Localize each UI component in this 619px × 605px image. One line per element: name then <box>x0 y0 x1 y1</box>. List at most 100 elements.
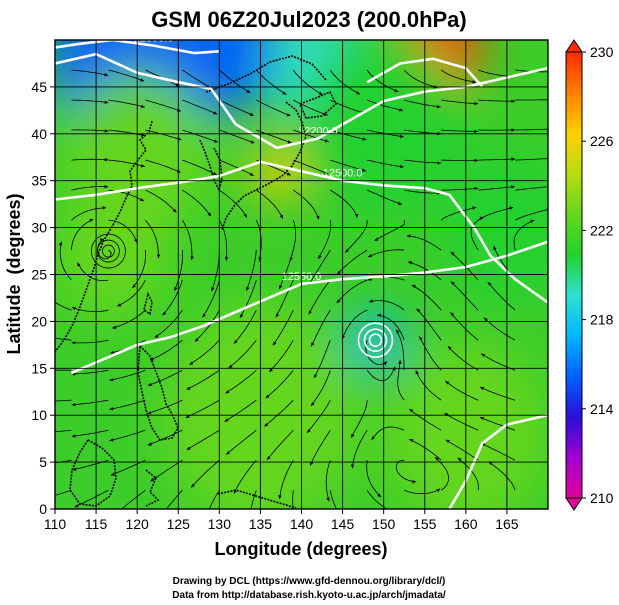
streamline-arrowhead <box>415 370 419 375</box>
streamline <box>71 339 109 344</box>
streamline-arrowhead <box>530 219 535 223</box>
cyclone-ring <box>368 333 383 347</box>
streamline-arrowhead <box>112 325 117 330</box>
streamline-arrowhead <box>189 361 194 365</box>
streamline-arrowhead <box>548 70 552 73</box>
y-tick-label: 0 <box>39 501 47 517</box>
streamline <box>71 306 109 313</box>
streamline <box>219 189 248 218</box>
streamline <box>108 129 146 137</box>
streamline <box>411 284 442 311</box>
streamline <box>293 159 329 175</box>
streamline <box>71 399 109 406</box>
streamline-arrowhead <box>35 463 39 466</box>
streamline-arrowhead <box>306 429 311 433</box>
streamline <box>108 159 146 168</box>
streamline <box>266 429 294 461</box>
streamline <box>149 339 183 361</box>
streamline <box>479 386 516 401</box>
streamline <box>145 159 181 173</box>
y-tick-label: 35 <box>31 173 47 189</box>
streamline-arrowhead <box>474 158 479 163</box>
streamline-arrowhead <box>316 215 320 220</box>
streamline-arrowhead <box>337 270 341 275</box>
streamline-arrowhead <box>278 495 282 500</box>
streamline-arrowhead <box>398 360 402 364</box>
height-contour <box>448 413 548 509</box>
streamline-arrowhead <box>35 333 39 336</box>
coast-russia <box>205 55 327 93</box>
streamline-arrowhead <box>350 464 355 469</box>
streamline <box>228 339 257 369</box>
streamline-arrowhead <box>246 286 250 291</box>
streamline-arrowhead <box>71 402 76 407</box>
streamline-arrowhead <box>104 100 109 104</box>
streamline-arrowhead <box>58 241 62 246</box>
streamline <box>186 369 220 390</box>
streamline-arrowhead <box>35 431 39 434</box>
streamline-arrowhead <box>362 168 366 172</box>
streamline-arrowhead <box>225 389 230 394</box>
streamline-arrowhead <box>115 511 119 515</box>
streamline-arrowhead <box>474 129 479 134</box>
chart-title: GSM 06Z20Jul2023 (200.0hPa) <box>151 7 467 32</box>
streamline <box>55 301 72 311</box>
streamline <box>344 220 368 253</box>
streamline-arrowhead <box>212 171 217 176</box>
streamline-arrowhead <box>150 477 155 482</box>
x-tick-label: 120 <box>125 516 149 532</box>
colorbar-bottom-cap <box>565 497 583 511</box>
streamline-arrowhead <box>158 518 162 522</box>
colorbar-fill <box>565 51 583 499</box>
streamline <box>55 489 72 496</box>
streamline <box>336 279 368 304</box>
anticyclone-ring <box>97 239 120 263</box>
streamline <box>515 158 548 161</box>
coast-japan <box>221 101 307 231</box>
streamline-arrowhead <box>202 524 205 528</box>
streamline-arrowhead <box>310 402 315 406</box>
streamline-arrowhead <box>186 386 191 390</box>
streamline <box>71 186 109 191</box>
streamline-arrowhead <box>450 251 455 256</box>
y-tick-label: 45 <box>31 79 47 95</box>
streamline <box>329 69 361 95</box>
streamline-arrowhead <box>249 172 254 176</box>
streamline-arrowhead <box>207 212 211 217</box>
streamline-arrowhead <box>450 281 455 286</box>
streamline-arrowhead <box>445 381 450 385</box>
streamline <box>256 129 292 144</box>
streamline-arrowhead <box>279 214 284 219</box>
streamline-arrowhead <box>406 234 411 238</box>
streamline-arrowhead <box>275 313 280 318</box>
streamline-arrowhead <box>162 311 167 316</box>
streamline-arrowhead <box>109 377 114 382</box>
streamline-arrowhead <box>399 108 404 112</box>
y-tick-label: 40 <box>31 126 47 142</box>
streamline-arrowhead <box>395 329 400 334</box>
y-tick-label: 15 <box>31 360 47 376</box>
streamline-arrowhead <box>447 346 452 350</box>
streamline-arrowhead <box>479 416 484 421</box>
streamline <box>147 369 183 386</box>
streamline <box>366 460 382 498</box>
streamline <box>71 129 109 132</box>
streamline-arrowhead <box>233 339 238 344</box>
streamline <box>403 69 438 89</box>
streamline <box>415 370 442 401</box>
streamline <box>55 459 72 464</box>
streamline <box>293 189 320 220</box>
streamline-arrowhead <box>324 139 329 143</box>
streamline-arrowhead <box>265 394 270 399</box>
streamline-arrowhead <box>132 284 137 288</box>
streamline <box>256 99 291 117</box>
streamline <box>233 459 257 494</box>
streamline-arrowhead <box>250 140 255 144</box>
streamline <box>445 380 479 401</box>
streamline <box>317 220 332 260</box>
y-axis-label: Latitude (degrees) <box>4 193 24 354</box>
streamline <box>367 159 404 168</box>
streamline <box>71 158 109 161</box>
streamline-arrowhead <box>191 483 195 488</box>
colorbar-tick-label: 222 <box>590 222 614 238</box>
